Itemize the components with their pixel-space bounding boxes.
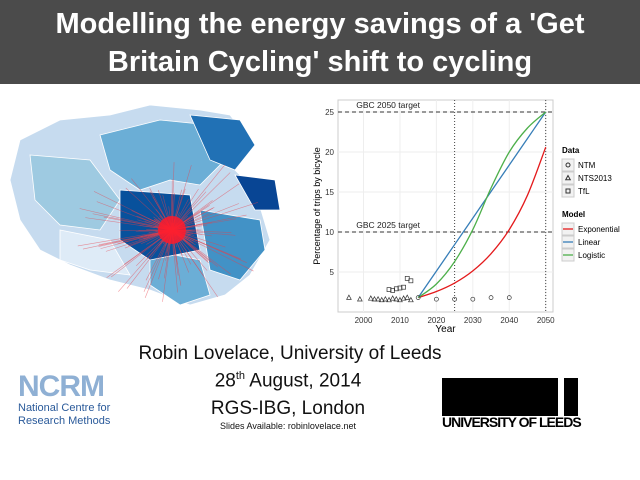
target-label: GBC 2025 target: [356, 220, 420, 230]
flow-line: [171, 202, 259, 231]
ncrm-logo: NCRM National Centre for Research Method…: [18, 372, 118, 428]
date-line: 28th August, 2014: [0, 370, 608, 392]
x-tick-label: 2040: [500, 316, 518, 325]
cycling-flow-map: [9, 104, 281, 306]
target-label: GBC 2050 target: [356, 100, 420, 110]
model-line-logistic: [417, 111, 547, 299]
point-nts2013: [393, 295, 400, 302]
legend-key: [561, 171, 575, 185]
point-nts2013: [378, 296, 385, 303]
author-line: Robin Lovelace, University of Leeds: [138, 343, 442, 364]
legend-key: [561, 184, 575, 198]
point-tfl: [393, 286, 399, 292]
x-tick-label: 2000: [355, 316, 373, 325]
flow-line: [79, 208, 173, 231]
legend-label: Logistic: [578, 251, 605, 260]
point-tfl: [386, 287, 392, 292]
legend-label: TfL: [578, 187, 590, 196]
point-nts2013: [375, 295, 381, 302]
slides-link[interactable]: Slides Available: robinlovelace.net: [220, 421, 356, 431]
y-tick-label: 20: [325, 148, 334, 157]
legend-label: NTS2013: [578, 174, 612, 183]
x-tick-label: 2050: [537, 316, 555, 325]
point-nts2013: [346, 294, 352, 300]
point-ntm: [434, 296, 439, 302]
point-tfl: [390, 288, 396, 293]
point-nts2013: [397, 296, 403, 303]
flow-hub: [158, 216, 186, 244]
date-rest: August, 2014: [245, 370, 362, 392]
plot-panel: [337, 99, 554, 313]
y-tick-label: 5: [330, 268, 335, 277]
venue-line: RGS-IBG, London: [210, 398, 366, 419]
point-nts2013: [404, 294, 411, 300]
point-nts2013: [382, 295, 389, 302]
x-tick-label: 2010: [391, 316, 409, 325]
date-day: 28: [214, 370, 236, 392]
point-nts2013: [371, 295, 378, 302]
point-ntm: [488, 295, 494, 300]
x-axis-title: Year: [435, 324, 456, 335]
point-nts2013: [367, 295, 374, 301]
title-line-1: Modelling the energy savings of a 'Get: [55, 8, 585, 40]
legend-label: Exponential: [578, 225, 620, 234]
point-nts2013: [389, 295, 396, 301]
point-ntm: [452, 296, 457, 302]
y-axis-title: Percentage of trips by bicycle: [312, 147, 322, 265]
ncrm-name-line-2: Research Methods: [18, 415, 111, 427]
flow-line: [77, 229, 173, 247]
y-tick-label: 15: [325, 188, 334, 197]
legend-square-icon: [565, 188, 571, 194]
map-zones: [9, 104, 281, 306]
legend-circle-icon: [565, 162, 571, 168]
point-nts2013: [386, 296, 392, 303]
point-ntm: [506, 295, 512, 300]
date-suffix: th: [235, 370, 246, 382]
y-tick-label: 25: [325, 108, 334, 117]
legend-key: [561, 158, 575, 172]
model-line-exponential: [417, 146, 547, 299]
legend-label: NTM: [578, 161, 596, 170]
slide-title: Modelling the energy savings of a 'Get B…: [0, 0, 640, 84]
legend-data-title: Data: [562, 146, 580, 155]
point-tfl: [408, 278, 414, 284]
leeds-logo-block: [442, 378, 558, 416]
ncrm-name-line-1: National Centre for: [18, 402, 111, 414]
point-tfl: [397, 285, 403, 291]
point-tfl: [404, 276, 410, 281]
point-nts2013: [400, 295, 407, 301]
ncrm-logo-mark: NCRM: [18, 370, 105, 403]
model-line-linear: [417, 111, 547, 298]
y-tick-label: 10: [325, 228, 334, 237]
point-ntm: [415, 295, 421, 300]
point-nts2013: [407, 296, 414, 303]
leeds-logo-text: UNIVERSITY OF LEEDS: [442, 414, 582, 430]
x-tick-label: 2020: [427, 316, 445, 325]
university-of-leeds-logo: UNIVERSITY OF LEEDS: [442, 378, 582, 430]
x-tick-label: 2030: [464, 316, 482, 325]
point-nts2013: [356, 295, 363, 302]
legend-label: Linear: [578, 238, 601, 247]
legend-triangle-icon: [564, 174, 572, 181]
legend-model-title: Model: [562, 210, 585, 219]
point-tfl: [401, 284, 406, 290]
point-ntm: [470, 296, 476, 302]
leeds-tower-icon: [564, 378, 578, 416]
flow-line: [85, 217, 173, 231]
cycling-projection-chart: 2000 2010 2020 2030 2040 2050 5 10 15 20 25 Year Per…: [312, 99, 620, 335]
title-line-2: Britain Cycling' shift to cycling: [107, 46, 533, 78]
